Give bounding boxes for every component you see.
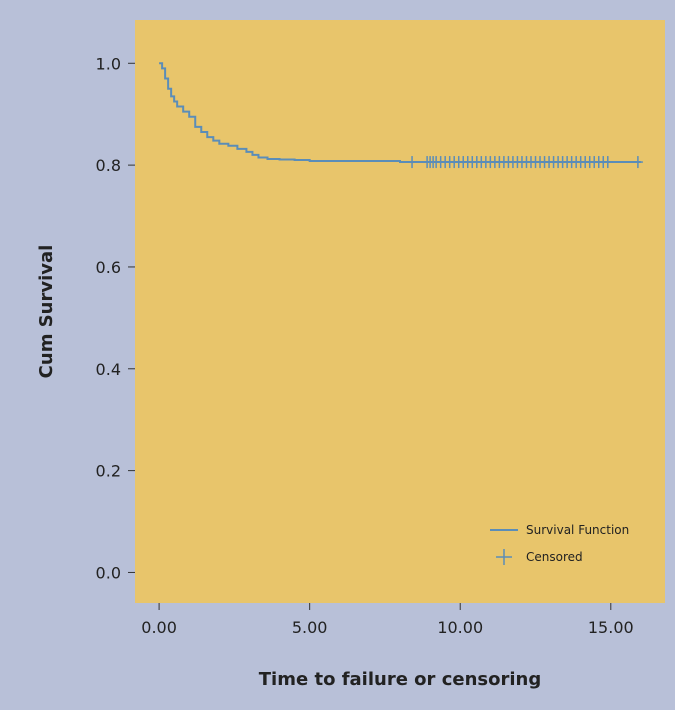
legend: Survival Function Censored	[490, 523, 629, 565]
y-tick-label: 0.2	[96, 462, 121, 481]
censored-marker	[407, 156, 418, 169]
y-tick-label: 1.0	[96, 54, 121, 73]
y-tick-label: 0.6	[96, 258, 121, 277]
y-tick-label: 0.0	[96, 563, 121, 582]
censored-marker	[602, 156, 613, 169]
censor-layer	[407, 156, 643, 169]
legend-label-censored: Censored	[526, 550, 583, 564]
x-tick-label: 0.00	[141, 618, 177, 637]
series-layer	[159, 62, 641, 164]
plot-area	[135, 20, 665, 603]
legend-label-survival: Survival Function	[526, 523, 629, 537]
x-axis-title: Time to failure or censoring	[259, 669, 541, 690]
y-tick-label: 0.8	[96, 156, 121, 175]
axes: 0.00 5.00 10.00 15.00 0.0 0.2 0.4 0.6 0.8 1.0	[96, 54, 634, 637]
x-tick-label: 10.00	[437, 618, 483, 637]
x-tick-label: 5.00	[292, 618, 328, 637]
y-tick-label: 0.4	[96, 360, 121, 379]
y-axis-title: Cum Survival	[36, 245, 57, 379]
legend-plus-symbol	[496, 549, 512, 565]
censored-marker	[632, 156, 643, 169]
survival-function-line	[159, 62, 641, 164]
x-tick-label: 15.00	[588, 618, 634, 637]
